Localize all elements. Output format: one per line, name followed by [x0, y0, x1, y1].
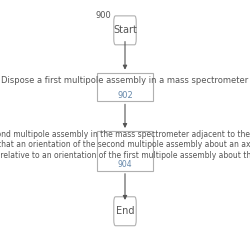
FancyBboxPatch shape — [114, 197, 136, 226]
FancyBboxPatch shape — [114, 16, 136, 45]
FancyBboxPatch shape — [97, 131, 153, 171]
Text: 902: 902 — [117, 91, 133, 100]
FancyBboxPatch shape — [97, 72, 153, 102]
Text: Dispose a second multipole assembly in the mass spectrometer adjacent to the fir: Dispose a second multipole assembly in t… — [0, 130, 250, 160]
Text: Dispose a first multipole assembly in a mass spectrometer: Dispose a first multipole assembly in a … — [2, 76, 249, 85]
Text: End: End — [116, 206, 134, 216]
Text: 904: 904 — [118, 160, 132, 169]
Text: Start: Start — [113, 25, 137, 35]
Text: 900: 900 — [96, 11, 112, 20]
